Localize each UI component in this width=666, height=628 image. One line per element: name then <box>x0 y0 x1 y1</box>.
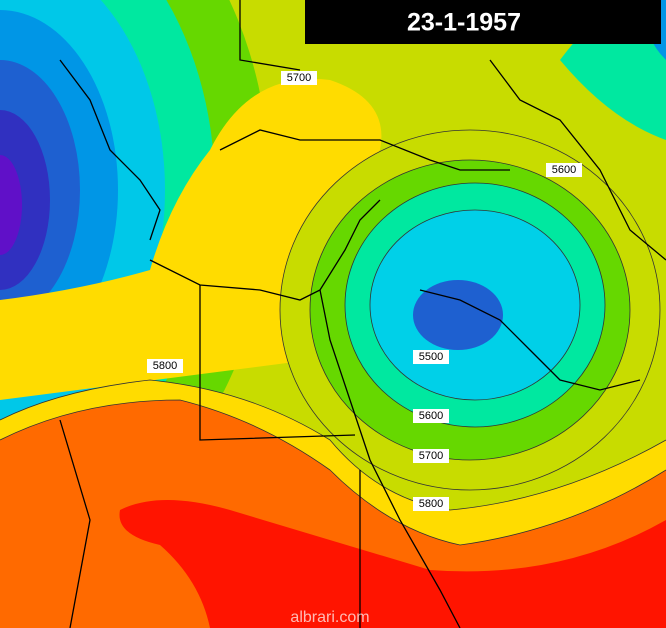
contour-label: 5700 <box>419 450 443 462</box>
title-box <box>305 0 661 44</box>
coastlines <box>59 0 666 628</box>
contour-label: 5600 <box>552 164 576 176</box>
contour-label: 5800 <box>419 498 443 510</box>
map-title: 23-1-1957 <box>407 9 521 37</box>
contour-label: 5500 <box>419 351 443 363</box>
contour-label: 5700 <box>287 72 311 84</box>
isolines <box>0 129 666 546</box>
contour-label: 5600 <box>419 410 443 422</box>
contour-labels: 5700 5600 5800 5500 5600 5700 5800 <box>147 71 582 511</box>
watermark: albrari.com <box>290 609 369 626</box>
contour-label: 5800 <box>153 360 177 372</box>
